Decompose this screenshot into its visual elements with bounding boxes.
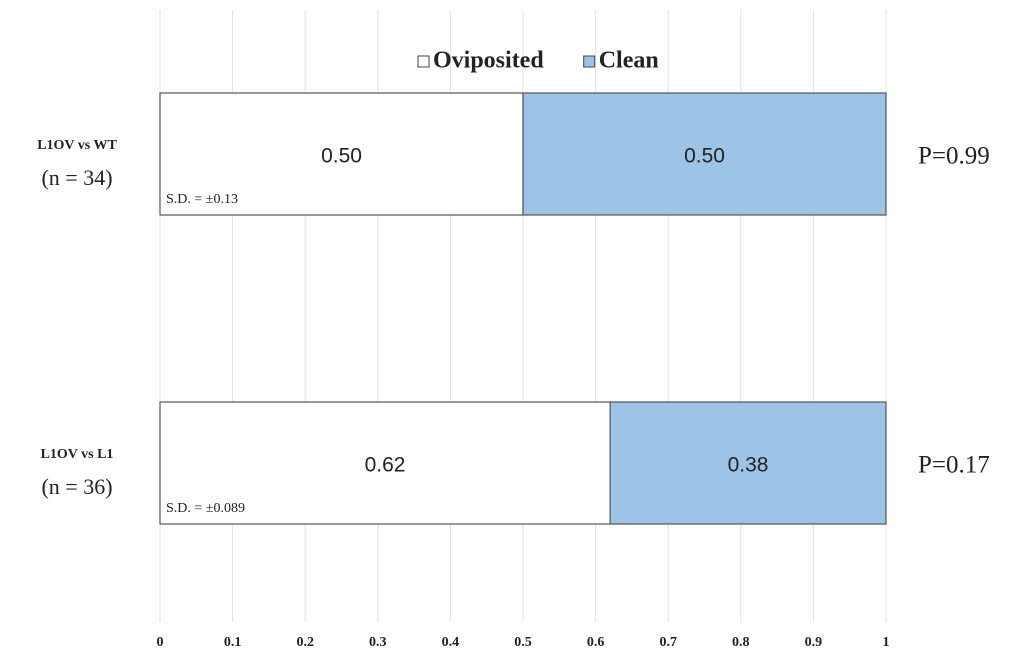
x-tick-label: 0.3 — [369, 635, 387, 650]
category-note: (n = 36) — [41, 474, 112, 499]
category-label: L1OV vs WT — [37, 138, 117, 153]
x-tick-label: 0 — [157, 635, 164, 650]
category-label: L1OV vs L1 — [41, 447, 114, 462]
x-tick-label: 0.5 — [514, 635, 532, 650]
sd-label: S.D. = ±0.089 — [166, 501, 245, 516]
x-tick-label: 0.9 — [805, 635, 823, 650]
value-label: 0.38 — [728, 454, 769, 477]
value-label: 0.50 — [684, 145, 725, 168]
x-tick-label: 1 — [883, 635, 890, 650]
bar — [522, 92, 887, 216]
p-label: P=0.17 — [918, 452, 990, 479]
legend-swatch — [583, 55, 596, 68]
p-label: P=0.99 — [918, 143, 990, 170]
bar — [159, 92, 524, 216]
sd-label: S.D. = ±0.13 — [166, 192, 238, 207]
x-tick-label: 0.8 — [732, 635, 750, 650]
value-label: 0.62 — [365, 454, 406, 477]
category-note: (n = 34) — [41, 165, 112, 190]
bar — [609, 401, 887, 525]
value-label: 0.50 — [321, 145, 362, 168]
x-tick-label: 0.2 — [296, 635, 314, 650]
legend-label: Oviposited — [433, 48, 544, 74]
legend-swatch — [417, 55, 430, 68]
legend-label: Clean — [599, 48, 659, 74]
x-tick-label: 0.7 — [659, 635, 677, 650]
x-tick-label: 0.1 — [224, 635, 242, 650]
bar — [159, 401, 611, 525]
x-tick-label: 0.4 — [442, 635, 460, 650]
x-tick-label: 0.6 — [587, 635, 605, 650]
